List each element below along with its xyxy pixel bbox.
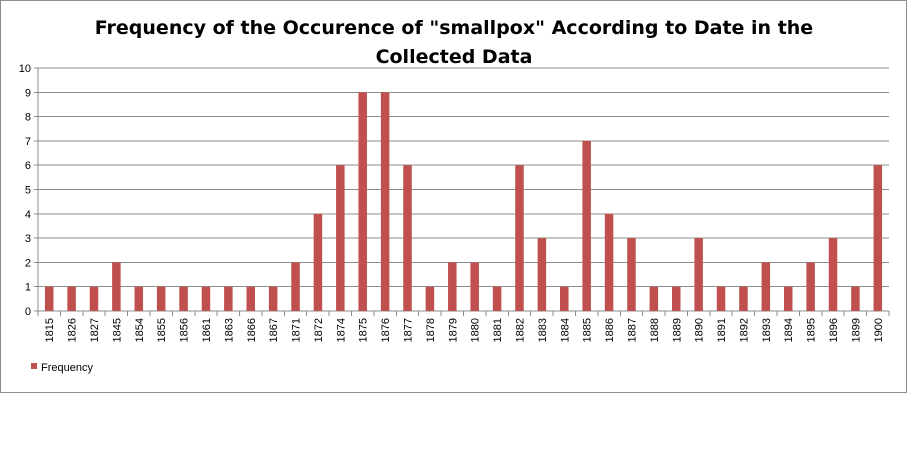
x-tick-label: 1884 [559, 318, 571, 342]
bar-1880 [470, 262, 479, 311]
x-tick-label: 1899 [850, 318, 862, 342]
bar-1855 [156, 286, 166, 311]
x-tick-label: 1881 [492, 318, 504, 342]
bar-1893 [761, 262, 771, 311]
x-tick-label: 1815 [44, 318, 56, 342]
bar-1881 [492, 286, 502, 311]
bar-1895 [806, 262, 815, 311]
legend: Frequency [31, 362, 93, 374]
x-tick-labels: 1815 1826 1827 1845 1854 1855 1856 1861 1863 1866… [44, 318, 885, 342]
x-tick-label: 1888 [649, 318, 661, 342]
chart-frame: Frequency of the Occurence of "smallpox"… [0, 0, 907, 393]
bar-1883 [537, 238, 547, 311]
bar-1845 [112, 262, 121, 311]
bar-1891 [716, 286, 726, 311]
y-tick-label: 9 [25, 87, 31, 99]
chart-title-line-2: Collected Data [376, 46, 533, 68]
bar-1875 [358, 92, 367, 311]
y-tick-label: 7 [25, 136, 31, 148]
y-tick-label: 3 [25, 233, 31, 245]
x-tick-label: 1877 [403, 318, 415, 342]
y-tick-label: 2 [25, 257, 31, 269]
x-tick-label: 1856 [179, 318, 191, 342]
bar-1879 [448, 262, 457, 311]
y-tick-label: 1 [25, 282, 31, 294]
bar-1827 [89, 286, 99, 311]
bar-1874 [336, 165, 345, 311]
x-tick-label: 1883 [537, 318, 549, 342]
gridlines [38, 67, 889, 288]
bar-1886 [604, 213, 614, 311]
x-tick-label: 1893 [761, 318, 773, 342]
x-tick-label: 1875 [358, 318, 370, 342]
x-tick-label: 1880 [470, 318, 482, 342]
legend-label: Frequency [41, 362, 93, 374]
x-tick-label: 1866 [246, 318, 258, 342]
x-tick-label: 1886 [604, 318, 616, 342]
bar-1867 [268, 286, 278, 311]
x-tick-label: 1879 [447, 318, 459, 342]
x-tick-label: 1872 [313, 318, 325, 342]
x-tick-label: 1861 [201, 318, 213, 342]
x-tick-label: 1878 [425, 318, 437, 342]
x-tick-label: 1826 [67, 318, 79, 342]
x-tick-label: 1874 [335, 318, 347, 342]
y-tick-label: 10 [19, 63, 31, 75]
x-tick-label: 1867 [268, 318, 280, 342]
legend-swatch [31, 363, 37, 369]
y-tick-label: 0 [25, 306, 31, 318]
bar-1899 [851, 286, 860, 311]
y-tick-label: 8 [25, 112, 31, 124]
x-tick-label: 1885 [582, 318, 594, 342]
bar-1894 [783, 286, 793, 311]
bar-1866 [246, 286, 256, 311]
bar-1884 [560, 286, 569, 311]
x-tick-label: 1882 [514, 318, 526, 342]
y-tick-labels: 0 1 2 3 4 5 6 7 8 9 10 [19, 63, 31, 318]
bar-1863 [224, 286, 233, 311]
bar-1861 [201, 286, 211, 311]
bar-1892 [739, 286, 748, 311]
bar-1815 [44, 286, 54, 311]
bar-1888 [649, 286, 659, 311]
bar-1889 [671, 286, 681, 311]
bar-1900 [873, 165, 883, 311]
x-tick-label: 1891 [716, 318, 728, 342]
y-tick-label: 6 [25, 160, 31, 172]
x-tick-label: 1854 [134, 318, 146, 342]
axes [34, 67, 890, 316]
x-tick-label: 1827 [89, 318, 101, 342]
x-tick-label: 1896 [828, 318, 840, 342]
bar-1826 [67, 286, 76, 311]
x-tick-label: 1892 [738, 318, 750, 342]
bar-1896 [828, 238, 838, 311]
y-tick-label: 4 [25, 209, 31, 221]
x-tick-label: 1890 [694, 318, 706, 342]
x-tick-label: 1894 [783, 318, 795, 342]
chart-title-line-1: Frequency of the Occurence of "smallpox"… [95, 17, 813, 39]
bar-1872 [313, 213, 323, 311]
bar-1890 [694, 238, 703, 311]
frequency-bar-chart: Frequency of the Occurence of "smallpox"… [19, 17, 890, 374]
y-tick-label: 5 [25, 185, 31, 197]
bar-1887 [627, 238, 636, 311]
x-tick-label: 1889 [671, 318, 683, 342]
x-tick-label: 1863 [223, 318, 235, 342]
bar-1856 [179, 286, 188, 311]
bar-1882 [515, 165, 524, 311]
x-tick-label: 1855 [156, 318, 168, 342]
x-tick-label: 1895 [806, 318, 818, 342]
x-tick-label: 1887 [626, 318, 638, 342]
bar-1871 [291, 262, 300, 311]
x-tick-label: 1845 [111, 318, 123, 342]
x-tick-label: 1871 [291, 318, 303, 342]
bar-1878 [425, 286, 435, 311]
bar-1854 [134, 286, 144, 311]
bars [44, 92, 883, 311]
bar-1877 [403, 165, 412, 311]
x-tick-label: 1900 [873, 318, 885, 342]
x-tick-label: 1876 [380, 318, 392, 342]
bar-1885 [582, 140, 591, 311]
bar-1876 [380, 92, 390, 311]
